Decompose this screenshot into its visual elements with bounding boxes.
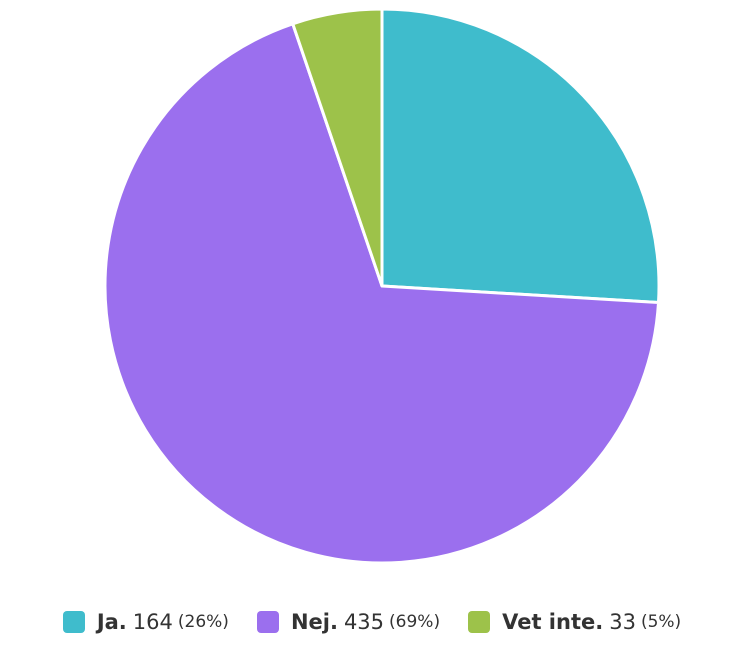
pie-slice xyxy=(380,7,661,305)
legend-label: Ja. xyxy=(96,610,127,634)
legend-swatch xyxy=(256,611,279,633)
legend-swatch xyxy=(468,611,491,633)
legend-share: (26%) xyxy=(177,612,229,632)
legend-label: Vet inte. xyxy=(502,610,604,634)
legend-value: 435 xyxy=(343,610,385,634)
legend-share: (69%) xyxy=(389,612,441,632)
legend-swatch xyxy=(62,611,85,633)
legend-share: (5%) xyxy=(640,612,682,632)
legend-item: Ja. 164 (26%) xyxy=(62,610,229,634)
legend-value: 164 xyxy=(132,610,173,634)
legend: Ja. 164 (26%) Nej. 435 (69%) Vet inte. 33 (5%) xyxy=(0,610,744,634)
pie-area xyxy=(103,7,661,565)
legend-item: Nej. 435 (69%) xyxy=(256,610,441,634)
legend-label: Nej. xyxy=(290,610,338,634)
legend-item: Vet inte. 33 (5%) xyxy=(468,610,681,634)
legend-value: 33 xyxy=(609,610,636,634)
pie-slice xyxy=(291,7,384,288)
pie-slice xyxy=(103,22,661,565)
